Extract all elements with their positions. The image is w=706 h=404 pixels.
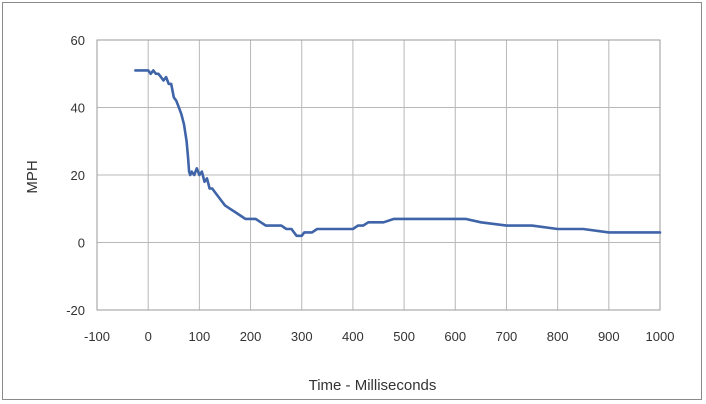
series-line <box>134 69 662 238</box>
x-tick-label: 400 <box>342 329 364 344</box>
y-tick-label: 0 <box>78 236 85 251</box>
y-tick-label: 40 <box>71 101 85 116</box>
x-tick-label: 100 <box>189 329 211 344</box>
chart-frame <box>2 2 702 400</box>
y-tick-labels: 60 40 20 0 -20 <box>66 33 85 318</box>
plot-area <box>96 39 661 311</box>
x-tick-label: 300 <box>291 329 313 344</box>
x-tick-label: 700 <box>496 329 518 344</box>
y-tick-label: -20 <box>66 303 85 318</box>
grid <box>96 39 661 311</box>
x-tick-label: 1000 <box>646 329 675 344</box>
x-tick-label: 200 <box>240 329 262 344</box>
x-tick-labels: -100 0 100 200 300 400 500 600 700 800 900 1000 <box>84 329 674 344</box>
y-tick-label: 20 <box>71 168 85 183</box>
x-tick-label: 900 <box>598 329 620 344</box>
x-tick-label: 800 <box>547 329 569 344</box>
x-tick-label: 600 <box>444 329 466 344</box>
y-axis-title: MPH <box>24 160 41 193</box>
y-tick-label: 60 <box>71 33 85 48</box>
x-tick-label: 500 <box>393 329 415 344</box>
x-tick-label: -100 <box>84 329 110 344</box>
x-tick-label: 0 <box>145 329 152 344</box>
x-axis-title: Time - Milliseconds <box>309 377 437 394</box>
